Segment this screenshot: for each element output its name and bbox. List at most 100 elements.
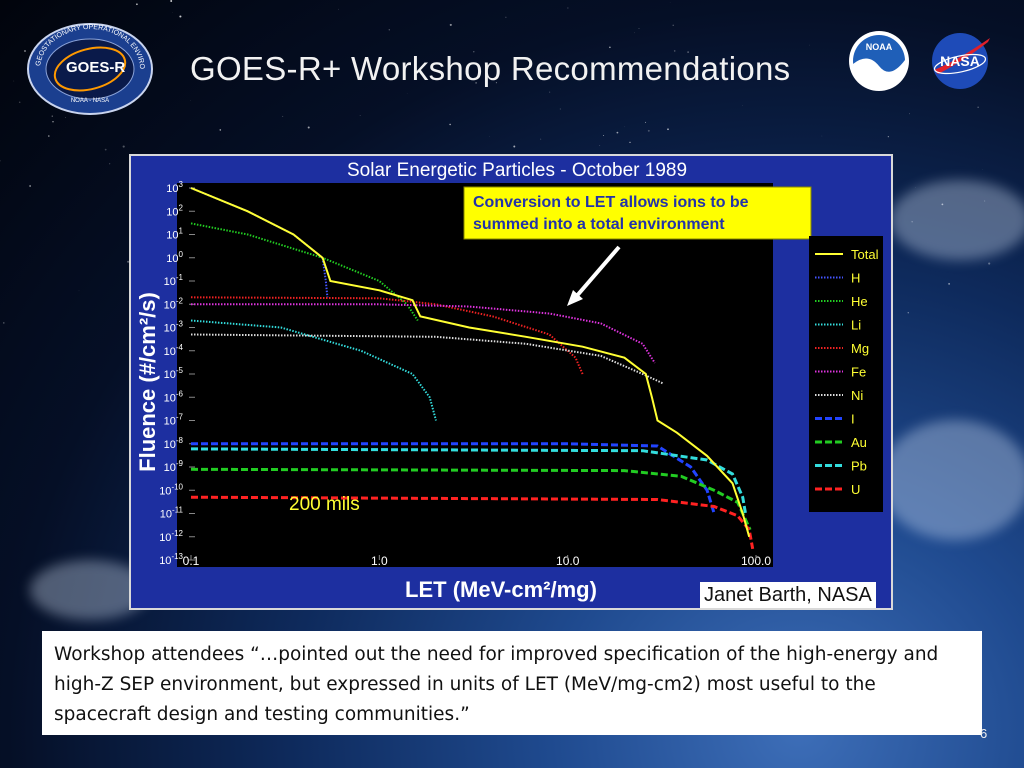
star [109,163,111,165]
y-tick-label: 10-9 [164,459,184,474]
star [505,16,507,18]
star [821,135,823,137]
y-tick-label: 10-2 [164,296,184,311]
quote-box: Workshop attendees “…pointed out the nee… [42,631,982,735]
star [948,283,950,285]
star [52,121,54,123]
star [136,3,138,6]
x-tick-label: 10.0 [556,554,580,568]
page-number: 6 [980,726,988,741]
star [567,7,569,9]
y-tick-label: 10-6 [164,389,184,404]
y-tick-label: 100 [166,250,183,265]
chart-title: Solar Energetic Particles - October 1989 [347,160,687,181]
earth-cloud [880,420,1024,540]
series-line-mg [190,296,584,375]
star [78,290,80,292]
legend-label-i: I [851,412,855,427]
star [13,80,15,82]
star [65,116,67,118]
star [172,12,173,13]
series-line-total [190,187,751,538]
star [634,32,635,34]
star [449,23,452,26]
y-tick-label: 102 [166,203,183,218]
quote-text: Workshop attendees “…pointed out the nee… [54,644,939,725]
legend-box [809,236,883,512]
earth-cloud [890,180,1024,260]
star [513,145,516,148]
star [359,115,361,116]
sep-fluence-chart: Solar Energetic Particles - October 1989… [135,160,883,602]
star [495,82,497,84]
plot-area [177,183,773,567]
series-line-pb [190,447,747,514]
star [549,91,551,93]
star [667,128,669,131]
y-tick-label: 10-4 [164,343,184,358]
legend-label-h: H [851,271,860,286]
star [24,50,26,52]
x-tick-label: 0.1 [183,554,200,568]
series-line-he [190,222,419,322]
y-tick-label: 10-3 [164,320,184,335]
star [559,108,561,110]
y-tick-label: 10-11 [160,506,184,521]
star [603,135,605,137]
y-tick-label: 10-7 [164,413,184,428]
noaa-logo: NOAA [849,31,909,91]
slide-title: GOES-R+ Workshop Recommendations [190,50,791,87]
star [629,141,631,144]
x-axis-label: LET (MeV-cm²/mg) [405,577,597,602]
star [673,50,676,52]
star [599,145,601,146]
star [282,115,284,117]
star [219,129,222,131]
goes-logo-text: GOES-R [66,59,125,76]
y-tick-label: 10-10 [159,482,183,497]
star [984,200,986,202]
star [127,260,130,263]
y-tick-label: 10-5 [164,366,184,381]
star [475,82,477,84]
legend-label-u: U [851,482,860,497]
legend-label-li: Li [851,318,861,333]
star [51,115,53,117]
image-credit: Janet Barth, NASA [700,582,876,608]
callout-box [463,186,812,240]
y-tick-label: 10-12 [159,529,183,544]
star [3,322,5,324]
callout-line-1: Conversion to LET allows ions to be [473,194,749,211]
nasa-logo: NASA [932,33,990,89]
star [645,121,647,123]
y-tick-label: 10-13 [159,552,183,567]
callout-arrow [567,245,621,306]
star [609,46,611,49]
star [104,148,107,151]
star [170,0,173,2]
y-tick-label: 101 [166,227,183,242]
y-tick-label: 10-1 [164,273,184,288]
star [47,135,50,137]
goes-bottom-text: NOAA - NASA [71,98,109,104]
star [338,8,339,10]
star [809,44,810,46]
star [911,221,913,223]
star [909,113,911,115]
series-line-u [190,495,755,550]
star [977,106,979,108]
star [915,187,916,188]
star [29,185,31,187]
star [647,129,650,132]
star [616,131,619,134]
star [18,101,21,103]
x-tick-label: 100.0 [741,554,771,568]
star [449,123,451,126]
legend-label-au: Au [851,435,867,450]
star [540,138,542,140]
star [887,136,889,138]
thickness-note: 200 mils [289,494,360,515]
noaa-logo-text: NOAA [866,42,893,52]
y-tick-label: 10-8 [164,436,184,451]
series-line-li [190,319,437,421]
